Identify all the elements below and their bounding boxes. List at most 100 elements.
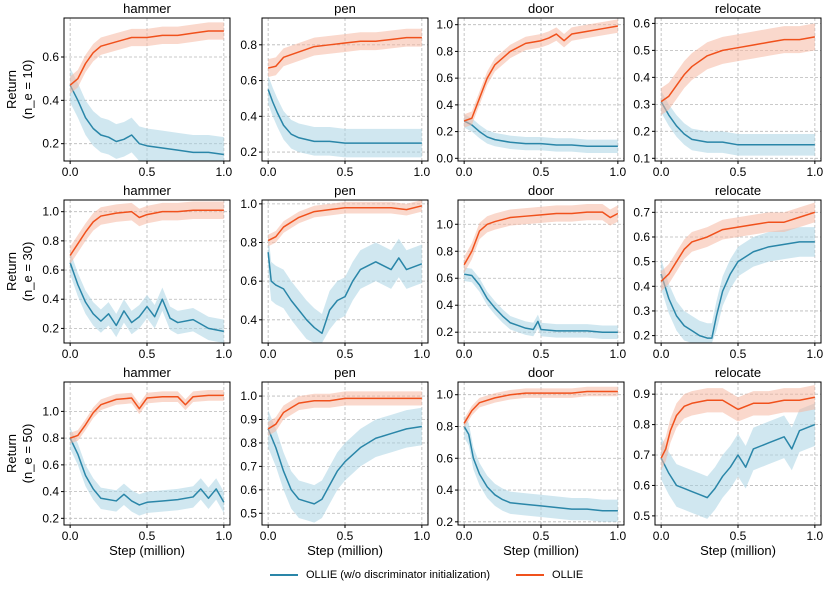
- y-tick-label-1: 0.6: [240, 483, 257, 497]
- legend: OLLIE (w/o discriminator initialization)…: [270, 566, 609, 584]
- baseline-band: [661, 403, 815, 519]
- ollie-band: [661, 23, 815, 116]
- y-tick-label-2: 0.6: [240, 74, 257, 88]
- ollie-band: [661, 385, 815, 471]
- subplot-title: relocate: [715, 183, 761, 198]
- x-tick-label-2: 1.0: [216, 529, 233, 543]
- y-tick-label-4: 0.5: [633, 43, 650, 57]
- x-tick-label-0: 0.0: [456, 529, 473, 543]
- y-tick-label-2: 0.3: [633, 97, 650, 111]
- y-tick-label-1: 0.4: [42, 485, 59, 499]
- subplot-title: hammer: [123, 1, 171, 16]
- x-axis-label: Step (million): [307, 543, 383, 558]
- ollie-line: [463, 390, 618, 424]
- ollie-line: [69, 30, 224, 86]
- x-tick-label-1: 0.5: [139, 347, 156, 361]
- row-label: Return: [4, 70, 19, 109]
- y-tick-label-1: 0.4: [436, 298, 453, 312]
- x-tick-label-2: 1.0: [414, 165, 431, 179]
- baseline-band: [70, 251, 224, 343]
- x-tick-label-0: 0.0: [62, 347, 79, 361]
- subplot-2: 0.0 0.2 0.4 0.6 0.8 1.0 0.0 0.5 1.0 door: [436, 1, 626, 179]
- y-tick-label-2: 0.7: [240, 459, 257, 473]
- legend-label-ollie: OLLIE: [552, 569, 584, 581]
- ollie-band: [70, 22, 224, 94]
- y-tick-label-1: 0.4: [436, 483, 453, 497]
- y-tick-label-2: 0.6: [436, 271, 453, 285]
- legend-item-ollie: OLLIE: [516, 569, 583, 581]
- y-tick-label-0: 0.4: [240, 313, 257, 327]
- x-tick-label-1: 0.5: [730, 529, 747, 543]
- row-label: Return: [4, 434, 19, 473]
- x-tick-label-0: 0.0: [653, 529, 670, 543]
- baseline-line: [267, 252, 423, 335]
- ollie-line: [69, 209, 224, 256]
- x-tick-label-2: 1.0: [610, 165, 627, 179]
- y-tick-label-4: 1.0: [42, 404, 59, 418]
- y-tick-label-5: 1.0: [436, 18, 453, 32]
- y-tick-label-3: 0.4: [633, 70, 650, 84]
- baseline-line: [464, 273, 618, 333]
- y-tick-label-0: 0.5: [240, 506, 257, 520]
- subplot-3: 0.1 0.2 0.3 0.4 0.5 0.6 0.0 0.5 1.0 relocate: [633, 1, 823, 179]
- baseline-band: [268, 232, 422, 343]
- y-tick-label-3: 0.8: [436, 244, 453, 258]
- ollie-band: [464, 204, 618, 273]
- y-tick-label-2: 0.8: [240, 236, 257, 250]
- y-tick-label-3: 0.6: [436, 71, 453, 85]
- subplot-6: 0.2 0.4 0.6 0.8 1.0 0.0 0.5 1.0 door: [436, 183, 626, 361]
- y-tick-label-4: 0.9: [633, 387, 650, 401]
- y-tick-label-5: 0.7: [633, 205, 650, 219]
- x-tick-label-2: 1.0: [610, 529, 627, 543]
- y-tick-label-0: 0.2: [633, 329, 650, 343]
- x-tick-label-2: 1.0: [216, 165, 233, 179]
- x-tick-label-2: 1.0: [807, 165, 824, 179]
- baseline-line: [660, 101, 815, 146]
- subplot-title: pen: [334, 183, 356, 198]
- y-tick-label-1: 0.3: [633, 304, 650, 318]
- ollie-band: [268, 200, 422, 247]
- y-tick-label-0: 0.2: [42, 511, 59, 525]
- y-tick-label-0: 0.5: [633, 509, 650, 523]
- y-tick-label-1: 0.6: [240, 274, 257, 288]
- y-tick-label-3: 0.8: [240, 436, 257, 450]
- baseline-band: [464, 415, 618, 522]
- ollie-line: [660, 36, 815, 103]
- ollie-line: [463, 211, 619, 266]
- ollie-band: [70, 390, 224, 444]
- y-tick-label-5: 1.0: [240, 389, 257, 403]
- ollie-line: [267, 36, 422, 69]
- y-tick-label-2: 0.6: [436, 451, 453, 465]
- legend-label-baseline: OLLIE (w/o discriminator initialization): [306, 569, 491, 581]
- x-tick-label-2: 1.0: [414, 529, 431, 543]
- ollie-line: [463, 25, 618, 122]
- y-tick-label-4: 0.6: [633, 230, 650, 244]
- subplot-title: relocate: [715, 1, 761, 16]
- x-tick-label-1: 0.5: [533, 165, 550, 179]
- ollie-line: [267, 397, 422, 430]
- x-tick-label-1: 0.5: [533, 347, 550, 361]
- ollie-band: [464, 386, 618, 429]
- subplot-0: 0.2 0.4 0.6 0.0 0.5 1.0 hammer Return (n_e = 10): [4, 1, 233, 179]
- y-tick-label-1: 0.2: [633, 124, 650, 138]
- y-tick-label-5: 0.6: [633, 16, 650, 30]
- y-tick-label-2: 0.4: [633, 279, 650, 293]
- y-tick-label-3: 0.8: [633, 418, 650, 432]
- subplot-7: 0.2 0.3 0.4 0.5 0.6 0.7 0.0 0.5 1.0 relocate: [633, 183, 823, 361]
- y-tick-label-0: 0.2: [240, 145, 257, 159]
- y-tick-label-1: 0.4: [42, 292, 59, 306]
- y-tick-label-2: 0.4: [436, 98, 453, 112]
- y-tick-label-2: 0.6: [42, 50, 59, 64]
- y-tick-label-3: 0.8: [42, 431, 59, 445]
- x-tick-label-0: 0.0: [62, 165, 79, 179]
- subplot-title: pen: [334, 1, 356, 16]
- x-tick-label-1: 0.5: [730, 165, 747, 179]
- baseline-band: [464, 114, 618, 153]
- x-axis-label: Step (million): [109, 543, 185, 558]
- x-tick-label-0: 0.0: [260, 529, 277, 543]
- baseline-line: [267, 425, 422, 505]
- y-tick-label-4: 0.9: [240, 413, 257, 427]
